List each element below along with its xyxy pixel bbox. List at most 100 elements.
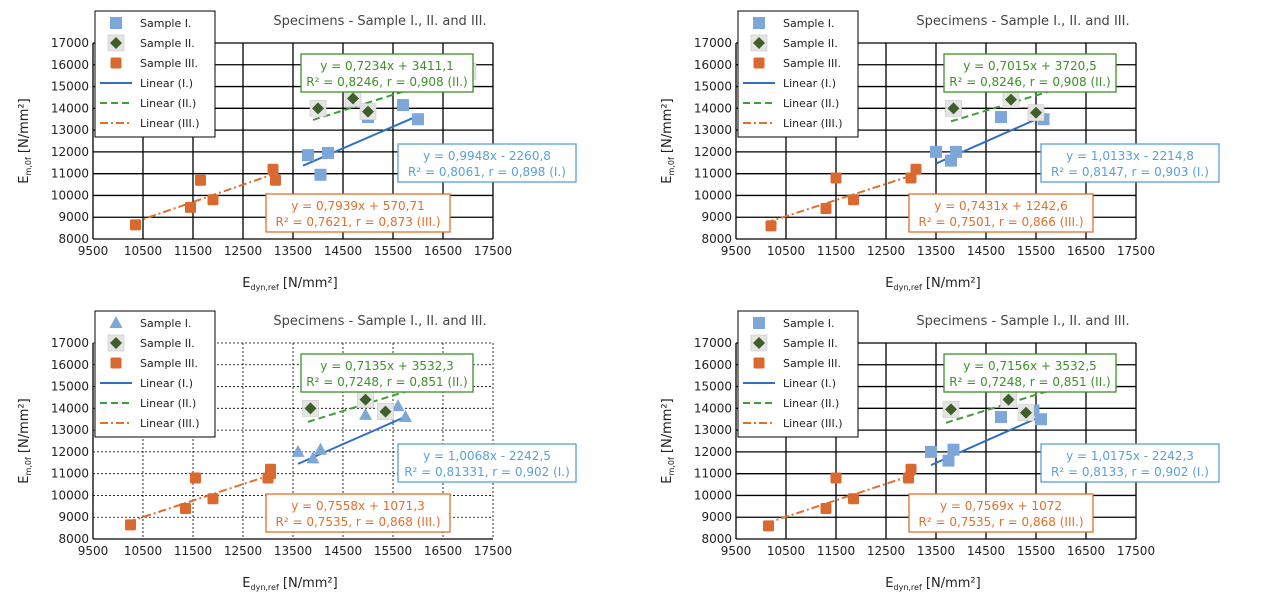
x-tick-label: 9500 <box>721 544 752 558</box>
series3-point <box>195 174 206 186</box>
trendline-3 <box>132 171 279 224</box>
series2-point <box>304 402 317 415</box>
y-tick-label: 11000 <box>51 467 89 481</box>
y-tick-label: 15000 <box>51 380 89 394</box>
legend-marker-s2 <box>110 37 122 49</box>
y-tick-label: 10000 <box>694 188 732 202</box>
fit-label-1-equation: y = 1,0175x - 2242,3 <box>1066 449 1194 463</box>
series1-point <box>314 168 327 181</box>
x-tick-label: 10500 <box>767 544 805 558</box>
y-tick-label: 17000 <box>694 36 732 50</box>
y-tick-label: 13000 <box>694 123 732 137</box>
x-tick-label: 9500 <box>721 244 752 258</box>
legend-box <box>737 310 859 438</box>
legend-marker-s2 <box>110 337 122 349</box>
series2-point <box>312 102 324 115</box>
fit-label-3-box <box>908 493 1094 533</box>
series1-point <box>359 407 372 420</box>
x-tick-label: 13500 <box>917 544 955 558</box>
series1-point <box>930 145 942 158</box>
series3-point <box>830 472 842 484</box>
series1-point <box>397 99 409 112</box>
x-tick-label: 15500 <box>1017 244 1055 258</box>
x-tick-label: 16500 <box>424 244 462 258</box>
y-tick-label: 16000 <box>51 358 89 372</box>
legend: Sample I. Sample II. Sample III. Linear (I.… <box>737 310 859 438</box>
fit-label-2-stats: R² = 0,7248, r = 0,851 (II.) <box>949 375 1111 389</box>
series1-point <box>314 442 327 455</box>
legend-label-l3: Linear (III.) <box>783 417 843 430</box>
y-tick-label: 10000 <box>51 188 89 202</box>
series1-point <box>1035 413 1047 426</box>
fit-label-1-box <box>397 443 577 483</box>
series3-point <box>207 493 219 505</box>
fit-label-2-box <box>943 353 1117 393</box>
legend-label-l1: Linear (I.) <box>140 377 193 390</box>
fit-label-1-stats: R² = 0,8147, r = 0,903 (I.) <box>1051 165 1209 179</box>
y-tick-label: 13000 <box>694 423 732 437</box>
y-tick-label: 15000 <box>694 380 732 394</box>
chart-svg: 9500 10500 11500 12500 13500 14500 15500 16500 1… <box>660 10 1220 292</box>
series3-point <box>763 520 774 532</box>
legend-label-s3: Sample III. <box>783 357 841 370</box>
legend-label-s3: Sample III. <box>783 57 841 70</box>
legend-label-s1: Sample I. <box>140 17 191 30</box>
x-tick-label: 11500 <box>817 544 855 558</box>
x-tick-label: 14500 <box>324 544 362 558</box>
y-axis-title: Em,0f [N/mm²] <box>17 398 33 483</box>
series1-point <box>399 410 412 423</box>
x-axis-title: Edyn,ref [N/mm²] <box>885 276 980 292</box>
trendline-2 <box>945 371 1107 424</box>
legend-label-s2: Sample II. <box>783 37 838 50</box>
fit-label-2-equation: y = 0,7234x + 3411,1 <box>320 59 454 73</box>
legend-marker-s3 <box>110 57 122 69</box>
series3-point <box>130 219 141 231</box>
series3-point <box>910 163 922 175</box>
legend-label-s2: Sample II. <box>140 337 195 350</box>
fit-label-3-equation: y = 0,7431x + 1242,6 <box>934 199 1068 213</box>
series1-point <box>412 113 424 126</box>
series1-point <box>947 443 960 456</box>
fit-label-3-stats: R² = 0,7621, r = 0,873 (III.) <box>275 215 440 229</box>
x-tick-label: 11500 <box>174 544 212 558</box>
chart-svg: 9500 10500 11500 12500 13500 14500 15500 16500 1… <box>17 310 577 592</box>
chart-title: Specimens - Sample I., II. and III. <box>916 14 1129 29</box>
series3-point <box>125 519 136 531</box>
legend-label-s2: Sample II. <box>783 337 838 350</box>
y-axis-title: Em,0f [N/mm²] <box>660 398 676 483</box>
x-tick-label: 16500 <box>424 544 462 558</box>
y-axis-title: Em,0f [N/mm²] <box>660 98 676 183</box>
legend-marker-s3 <box>110 357 122 369</box>
trendline-3 <box>765 173 917 224</box>
series3-point <box>820 503 832 515</box>
x-tick-label: 17500 <box>1117 244 1155 258</box>
fit-label-3-box <box>265 493 451 533</box>
series1-point <box>391 399 405 412</box>
x-tick-label: 16500 <box>1067 244 1105 258</box>
fit-label-2-equation: y = 0,7015x + 3720,5 <box>963 59 1097 73</box>
chart-svg: 9500 10500 11500 12500 13500 14500 15500 16500 1… <box>17 10 577 292</box>
y-tick-label: 16000 <box>694 58 732 72</box>
fit-label-2-stats: R² = 0,7248, r = 0,851 (II.) <box>306 375 468 389</box>
series1-point <box>950 145 962 158</box>
y-tick-label: 11000 <box>694 467 732 481</box>
y-tick-label: 9000 <box>701 210 732 224</box>
chart-panel-1: 9500 10500 11500 12500 13500 14500 15500 16500 1… <box>0 0 643 300</box>
legend-marker-s1 <box>753 317 765 329</box>
legend-label-s2: Sample II. <box>140 37 195 50</box>
fit-label-1-box <box>397 143 577 183</box>
y-tick-label: 15000 <box>51 80 89 94</box>
legend: Sample I. Sample II. Sample III. Linear (I.… <box>94 10 216 138</box>
x-axis-title: Edyn,ref [N/mm²] <box>885 576 980 592</box>
legend-marker-s1 <box>110 17 122 29</box>
series1-point <box>995 411 1007 424</box>
legend-box <box>737 10 859 138</box>
x-tick-label: 14500 <box>967 244 1005 258</box>
series1-point <box>322 146 334 159</box>
chart-title: Specimens - Sample I., II. and III. <box>273 14 486 29</box>
x-tick-label: 14500 <box>967 544 1005 558</box>
series3-point <box>267 163 279 175</box>
legend-label-l2: Linear (II.) <box>783 97 839 110</box>
series1-point <box>291 444 305 457</box>
legend-label-l2: Linear (II.) <box>140 97 196 110</box>
